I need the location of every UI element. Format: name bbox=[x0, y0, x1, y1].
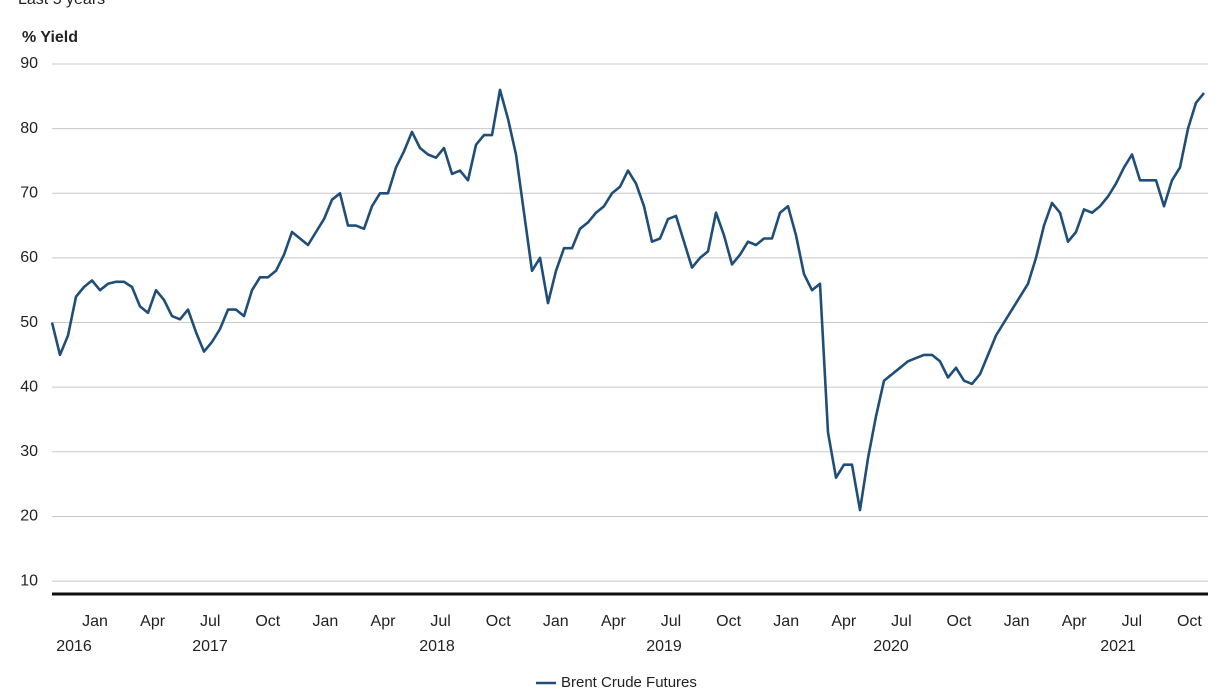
x-year-label: 2016 bbox=[56, 638, 92, 655]
x-year-label: 2021 bbox=[1100, 638, 1136, 655]
x-tick-label: Jan bbox=[313, 613, 339, 630]
x-tick-label: Apr bbox=[601, 613, 627, 630]
x-tick-label: Jul bbox=[891, 613, 911, 630]
y-tick-label: 40 bbox=[20, 378, 38, 395]
x-tick-label: Apr bbox=[371, 613, 397, 630]
x-tick-label: Apr bbox=[831, 613, 857, 630]
y-tick-label: 60 bbox=[20, 249, 38, 266]
x-year-label: 2020 bbox=[873, 638, 909, 655]
x-year-label: 2019 bbox=[646, 638, 682, 655]
x-tick-label: Jul bbox=[1122, 613, 1142, 630]
x-tick-label: Apr bbox=[1062, 613, 1088, 630]
y-tick-label: 70 bbox=[20, 184, 38, 201]
x-tick-label: Oct bbox=[255, 613, 280, 630]
x-tick-label: Apr bbox=[140, 613, 166, 630]
y-tick-label: 80 bbox=[20, 120, 38, 137]
x-tick-label: Jan bbox=[773, 613, 799, 630]
x-tick-label: Jan bbox=[82, 613, 108, 630]
y-tick-label: 30 bbox=[20, 443, 38, 460]
y-axis-label: % Yield bbox=[22, 29, 78, 46]
x-tick-label: Jul bbox=[200, 613, 220, 630]
x-tick-label: Oct bbox=[1177, 613, 1202, 630]
x-year-label: 2018 bbox=[419, 638, 455, 655]
y-tick-label: 10 bbox=[20, 572, 38, 589]
x-tick-label: Jul bbox=[430, 613, 450, 630]
x-tick-label: Oct bbox=[947, 613, 972, 630]
x-tick-label: Oct bbox=[716, 613, 741, 630]
y-tick-label: 50 bbox=[20, 314, 38, 331]
x-tick-label: Jan bbox=[1004, 613, 1030, 630]
legend-label: Brent Crude Futures bbox=[561, 674, 697, 690]
subtitle: Last 5 years bbox=[18, 0, 105, 8]
x-tick-label: Oct bbox=[486, 613, 511, 630]
y-tick-label: 90 bbox=[20, 55, 38, 72]
x-year-label: 2017 bbox=[192, 638, 228, 655]
line-series bbox=[50, 88, 1206, 512]
x-tick-label: Jan bbox=[543, 613, 569, 630]
x-tick-label: Jul bbox=[661, 613, 681, 630]
y-tick-label: 20 bbox=[20, 508, 38, 525]
